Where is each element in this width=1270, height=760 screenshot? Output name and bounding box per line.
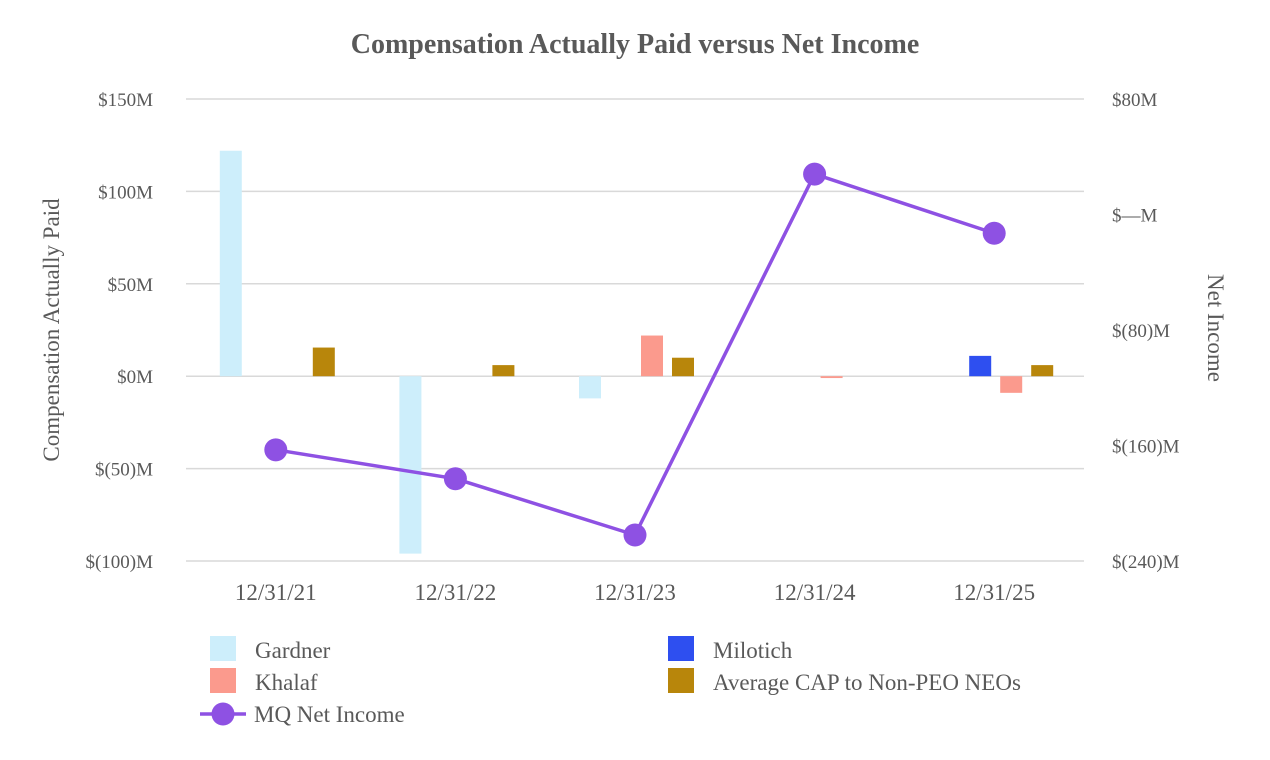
- legend: Gardner Milotich Khalaf Average CAP to Non-…: [200, 636, 1021, 727]
- legend-swatch: [668, 636, 694, 661]
- x-tick-label: 12/31/22: [415, 580, 497, 605]
- legend-item: Milotich: [668, 636, 793, 663]
- right-tick-label: $—M: [1112, 206, 1158, 227]
- legend-item: MQ Net Income: [200, 702, 405, 727]
- bar-khalaf: [1000, 376, 1023, 393]
- right-tick-label: $(80)M: [1112, 321, 1170, 342]
- x-axis-ticks: 12/31/21 12/31/22 12/31/23 12/31/24 12/31/25: [235, 580, 1035, 605]
- left-tick-label: $150M: [98, 90, 153, 111]
- net-income-point: [803, 162, 827, 186]
- legend-label: Khalaf: [255, 670, 318, 695]
- net-income-point: [982, 221, 1006, 245]
- left-tick-label: $100M: [98, 182, 153, 203]
- legend-item: Average CAP to Non-PEO NEOs: [668, 668, 1021, 695]
- legend-swatch: [210, 636, 236, 661]
- legend-item: Khalaf: [210, 668, 318, 695]
- left-tick-label: $0M: [117, 367, 153, 388]
- bar-average-cap-to-non-peo-neos: [312, 347, 335, 377]
- bar-gardner: [399, 376, 422, 554]
- x-tick-label: 12/31/24: [774, 580, 856, 605]
- net-income-point: [623, 523, 647, 547]
- right-axis-title: Net Income: [1203, 274, 1228, 382]
- bar-average-cap-to-non-peo-neos: [492, 365, 515, 377]
- bar-gardner: [219, 150, 242, 377]
- legend-swatch-marker: [211, 702, 235, 726]
- right-tick-label: $(240)M: [1112, 552, 1180, 573]
- net-income-line: [275, 172, 995, 537]
- bar-khalaf: [820, 376, 843, 379]
- legend-item: Gardner: [210, 636, 331, 663]
- legend-swatch: [668, 668, 694, 693]
- bar-average-cap-to-non-peo-neos: [1031, 365, 1054, 377]
- net-income-point: [443, 467, 467, 491]
- left-tick-label: $(50)M: [95, 460, 153, 481]
- chart-title: Compensation Actually Paid versus Net In…: [351, 29, 920, 60]
- left-tick-label: $(100)M: [85, 552, 153, 573]
- left-tick-label: $50M: [108, 275, 154, 296]
- x-tick-label: 12/31/21: [235, 580, 317, 605]
- legend-swatch: [210, 668, 236, 693]
- bar-series: [219, 150, 1054, 554]
- legend-label: Milotich: [713, 638, 793, 663]
- line-series: [264, 162, 1006, 547]
- legend-label: MQ Net Income: [254, 702, 405, 727]
- bar-khalaf: [641, 335, 663, 377]
- legend-label: Gardner: [255, 638, 331, 663]
- left-axis-ticks: $150M $100M $50M $0M $(50)M $(100)M: [85, 90, 153, 573]
- bar-milotich: [969, 355, 992, 377]
- left-axis-title: Compensation Actually Paid: [39, 198, 64, 462]
- bar-average-cap-to-non-peo-neos: [672, 357, 694, 377]
- right-axis-ticks: $80M $—M $(80)M $(160)M $(240)M: [1112, 90, 1180, 573]
- right-tick-label: $80M: [1112, 90, 1158, 111]
- bar-gardner: [579, 376, 601, 399]
- gridlines: [186, 98, 1084, 562]
- net-income-point: [264, 438, 288, 462]
- x-tick-label: 12/31/23: [594, 580, 676, 605]
- legend-label: Average CAP to Non-PEO NEOs: [713, 670, 1021, 695]
- x-tick-label: 12/31/25: [953, 580, 1035, 605]
- right-tick-label: $(160)M: [1112, 437, 1180, 458]
